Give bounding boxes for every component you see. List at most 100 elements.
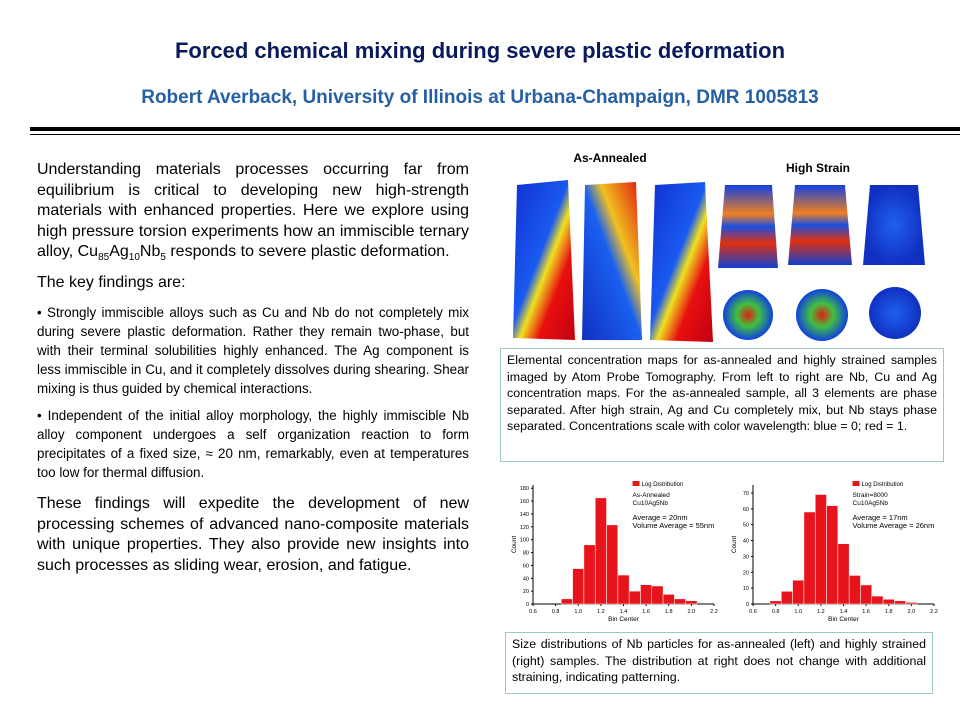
y-tick-label: 70 [743, 491, 749, 497]
x-tick-label: 0.6 [749, 609, 757, 615]
y-tick-label: 60 [523, 563, 529, 569]
y-tick-label: 80 [523, 551, 529, 557]
x-tick-label: 1.0 [794, 609, 802, 615]
x-axis-label: Bin Center [608, 616, 640, 623]
x-tick-label: 1.2 [817, 609, 825, 615]
x-tick-label: 0.8 [772, 609, 780, 615]
apt-maps [513, 180, 925, 342]
bar [792, 579, 805, 605]
bar [882, 598, 895, 605]
x-tick-label: 2.2 [930, 609, 938, 615]
figure-label: As-Annealed [573, 151, 646, 165]
y-tick-label: 60 [743, 507, 749, 513]
heading: The key findings are: [37, 273, 186, 291]
text: Understanding materials processes occurr… [37, 161, 469, 260]
x-tick-label: 0.8 [552, 609, 560, 615]
rule [30, 127, 960, 131]
apt-map [869, 287, 921, 339]
bar [662, 594, 675, 605]
conclusion: These findings will expedite the develop… [37, 495, 469, 574]
bar [606, 524, 619, 605]
y-tick-label: 120 [520, 525, 529, 531]
subscript: 5 [160, 252, 166, 264]
legend-label: Log Distribution [642, 482, 684, 488]
legend-swatch [632, 481, 640, 486]
y-tick-label: 20 [523, 589, 529, 595]
bar [572, 568, 585, 605]
x-tick-label: 1.8 [665, 609, 673, 615]
annotation: Average = 17nm [853, 513, 908, 522]
rule [30, 134, 960, 135]
text-column: Understanding materials processes occurr… [37, 160, 469, 586]
y-axis-label: Count [511, 536, 518, 554]
y-tick-label: 10 [743, 586, 749, 592]
x-tick-label: 1.6 [642, 609, 650, 615]
apt-map [650, 182, 713, 342]
apt-map [582, 182, 642, 340]
apt-map [796, 289, 848, 341]
x-tick-label: 2.2 [710, 609, 718, 615]
bar [685, 600, 698, 605]
bar [628, 590, 641, 605]
x-tick-label: 1.2 [597, 609, 605, 615]
figure-label: High Strain [786, 161, 850, 175]
annotation: Cu10Ag5Nb [853, 500, 889, 507]
annotation: Cu10Ag5Nb [633, 500, 669, 507]
subtitle: Robert Averback, University of Illinois … [141, 87, 819, 108]
bar [583, 544, 596, 605]
annotation: Volume Average = 55nm [633, 521, 715, 530]
x-tick-label: 1.4 [620, 609, 628, 615]
subscript: 85 [98, 252, 110, 264]
bar [894, 600, 906, 605]
text: responds to severe plastic deformation. [165, 243, 450, 260]
y-tick-label: 40 [523, 576, 529, 582]
y-tick-label: 40 [743, 539, 749, 545]
text: Nb [139, 243, 161, 260]
bar [871, 595, 884, 605]
bar [848, 575, 861, 605]
x-tick-label: 1.8 [885, 609, 893, 615]
x-tick-label: 1.4 [840, 609, 848, 615]
y-tick-label: 180 [520, 486, 529, 492]
apt-map [788, 185, 852, 265]
bar [781, 591, 793, 605]
bar [837, 543, 850, 605]
x-tick-label: 0.6 [529, 609, 537, 615]
intro: Understanding materials processes occurr… [37, 160, 469, 263]
y-tick-label: 0 [526, 602, 529, 608]
bar [769, 600, 782, 605]
subscript: 10 [128, 252, 140, 264]
annotation: Average = 20nm [633, 513, 688, 522]
y-axis-label: Count [731, 536, 738, 554]
bar [640, 584, 653, 605]
x-axis-label: Bin Center [828, 616, 860, 623]
caption: Elemental concentration maps for as-anne… [500, 348, 944, 462]
bar [674, 598, 686, 605]
y-tick-label: 50 [743, 523, 749, 529]
legend-label: Log Distribution [862, 482, 904, 488]
bullet: • Strongly immiscible alloys such as Cu … [37, 305, 469, 396]
apt-map [513, 180, 575, 340]
legend-swatch [852, 481, 860, 486]
bar [651, 585, 664, 605]
bar [617, 574, 630, 605]
x-tick-label: 1.0 [574, 609, 582, 615]
bar [826, 505, 839, 605]
bar [905, 602, 918, 605]
bar [803, 511, 816, 605]
x-tick-label: 2.0 [688, 609, 696, 615]
apt-map [723, 290, 773, 340]
y-tick-label: 20 [743, 570, 749, 576]
annotation: Volume Average = 26nm [853, 521, 935, 530]
caption: Size distributions of Nb particles for a… [505, 632, 933, 694]
apt-map [718, 185, 778, 268]
bar [561, 598, 573, 605]
y-tick-label: 140 [520, 512, 529, 518]
y-tick-label: 0 [746, 602, 749, 608]
text: Ag [109, 243, 129, 260]
annotation: As-Annealed [633, 492, 671, 499]
bullet: • Independent of the initial alloy morph… [37, 408, 469, 480]
annotation: Strain=8000 [853, 492, 889, 499]
